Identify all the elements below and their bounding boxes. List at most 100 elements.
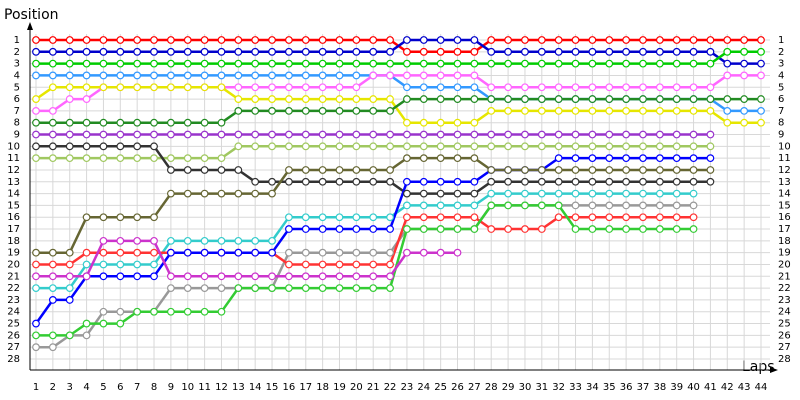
x-axis-arrow: [770, 367, 778, 373]
marker: [419, 213, 428, 222]
marker: [419, 59, 428, 68]
marker: [369, 166, 378, 174]
marker: [301, 177, 310, 186]
y-tick-label: 22: [7, 283, 20, 294]
marker: [217, 248, 226, 257]
marker: [672, 225, 681, 233]
marker: [419, 248, 428, 257]
series-line: [36, 215, 694, 266]
x-tick-label: 12: [215, 382, 228, 393]
marker: [150, 130, 158, 139]
marker: [352, 59, 361, 68]
marker: [655, 213, 664, 222]
marker: [65, 47, 74, 56]
x-tick-label: 44: [755, 382, 768, 393]
marker: [504, 36, 512, 44]
x-tick-label: 8: [151, 382, 157, 393]
marker: [487, 59, 496, 68]
marker: [234, 71, 243, 80]
marker: [335, 142, 344, 151]
marker: [757, 59, 765, 68]
marker: [32, 343, 40, 352]
marker: [571, 59, 580, 68]
marker: [217, 83, 226, 92]
marker: [537, 166, 546, 174]
marker: [757, 47, 765, 56]
marker: [234, 83, 243, 92]
x-tick-label: 2: [50, 382, 56, 393]
marker: [554, 106, 563, 115]
marker: [521, 177, 529, 186]
y-tick-label: 17: [7, 224, 20, 235]
marker: [301, 213, 310, 222]
marker: [723, 95, 732, 103]
marker: [65, 248, 74, 257]
marker: [99, 236, 108, 245]
marker: [537, 36, 546, 44]
marker: [116, 154, 125, 163]
marker: [268, 284, 276, 293]
marker: [571, 166, 580, 174]
marker: [706, 59, 715, 68]
marker: [65, 59, 74, 68]
marker: [200, 118, 209, 127]
marker: [554, 47, 563, 56]
marker: [65, 83, 74, 92]
marker: [318, 248, 327, 257]
marker: [521, 95, 529, 103]
x-tick-label: 16: [283, 382, 296, 393]
marker: [655, 154, 664, 163]
marker: [504, 106, 512, 115]
marker: [150, 47, 158, 56]
y-tick-label: 26: [7, 330, 20, 341]
x-tick-label: 43: [738, 382, 751, 393]
y-tick-label: 25: [7, 319, 20, 330]
marker: [470, 71, 479, 80]
marker: [335, 272, 344, 281]
marker: [470, 189, 479, 198]
marker: [150, 59, 158, 68]
marker: [234, 106, 243, 115]
marker: [639, 201, 647, 210]
x-tick-label: 29: [502, 382, 515, 393]
y-tick-label-right: 18: [778, 236, 791, 247]
y-tick-label: 15: [7, 200, 20, 211]
marker: [521, 189, 529, 198]
marker: [639, 59, 647, 68]
marker: [234, 284, 243, 293]
marker: [335, 36, 344, 44]
marker: [318, 59, 327, 68]
x-tick-label: 23: [401, 382, 414, 393]
marker: [689, 177, 698, 186]
marker: [133, 71, 142, 80]
marker: [655, 106, 664, 115]
marker: [655, 177, 664, 186]
marker: [605, 36, 614, 44]
marker: [82, 95, 91, 103]
marker: [32, 130, 40, 139]
y-tick-label-right: 26: [778, 330, 791, 341]
marker: [588, 59, 597, 68]
marker: [571, 106, 580, 115]
marker: [116, 272, 125, 281]
marker: [588, 177, 597, 186]
marker: [48, 343, 57, 352]
marker: [352, 248, 361, 257]
marker: [672, 59, 681, 68]
x-tick-label: 10: [181, 382, 194, 393]
marker: [48, 118, 57, 127]
marker: [369, 248, 378, 257]
marker: [386, 142, 394, 151]
marker: [301, 83, 310, 92]
marker: [639, 95, 647, 103]
marker: [268, 36, 276, 44]
marker: [436, 130, 445, 139]
marker: [352, 213, 361, 222]
marker: [689, 201, 698, 210]
y-tick-label: 4: [14, 70, 20, 81]
y-tick-label: 16: [7, 212, 20, 223]
marker: [335, 47, 344, 56]
marker: [453, 47, 462, 56]
marker: [217, 118, 226, 127]
marker: [723, 106, 732, 115]
